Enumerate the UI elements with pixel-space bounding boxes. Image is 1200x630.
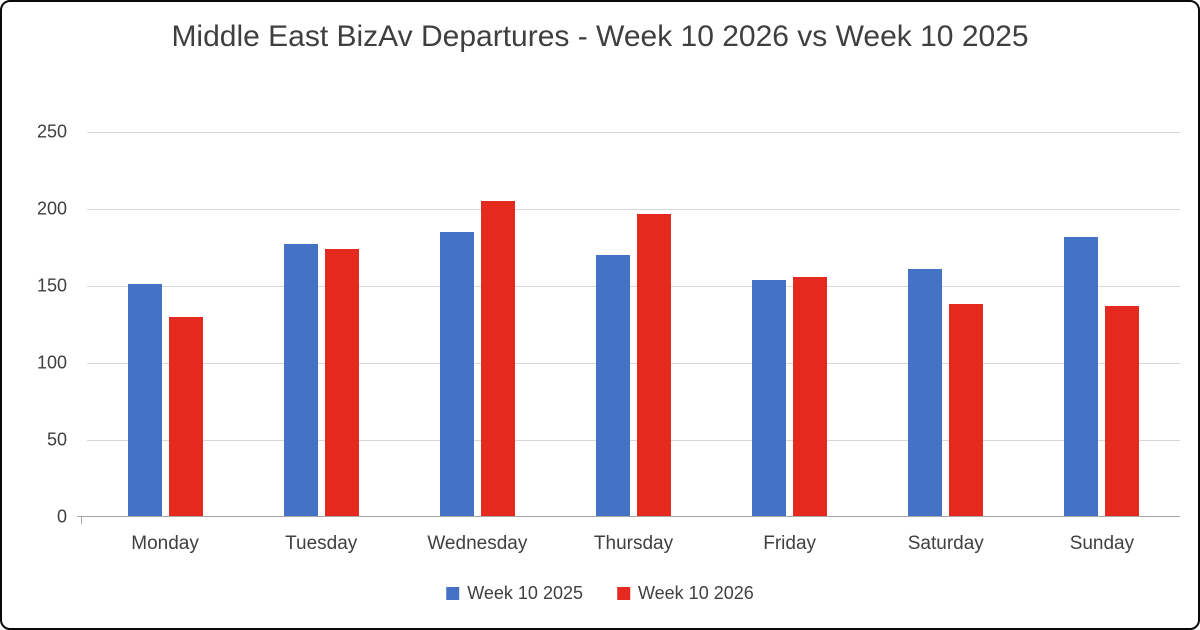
bar-week-10-2025-monday [127, 284, 162, 517]
y-axis-tick-label-200: 200 [36, 198, 67, 219]
bar-group-friday [712, 132, 868, 517]
x-axis-label-monday: Monday [131, 533, 199, 554]
y-axis-tick-label-250: 250 [36, 121, 67, 142]
legend-item-week-10-2026: Week 10 2026 [617, 583, 754, 604]
legend: Week 10 2025 Week 10 2026 [446, 583, 754, 604]
bar-group-saturday [868, 132, 1024, 517]
bars-layer [87, 132, 1180, 517]
x-axis-label-friday: Friday [763, 533, 817, 554]
gridline-250 [87, 132, 1180, 133]
bar-week-10-2025-thursday [595, 255, 630, 517]
bar-week-10-2025-friday [752, 279, 787, 517]
bar-group-tuesday [243, 132, 399, 517]
bar-week-10-2026-saturday [949, 304, 984, 517]
bar-week-10-2025-saturday [908, 269, 943, 517]
bar-week-10-2025-wednesday [439, 232, 474, 517]
gridline-150 [87, 286, 1180, 287]
bar-week-10-2026-wednesday [480, 201, 515, 517]
bar-week-10-2025-tuesday [283, 244, 318, 517]
bar-week-10-2026-sunday [1105, 306, 1140, 517]
y-axis: 0 50 100 150 200 250 [9, 122, 67, 527]
y-axis-tick-label-50: 50 [46, 429, 67, 450]
x-axis-label-saturday: Saturday [907, 533, 984, 554]
bar-week-10-2026-tuesday [324, 249, 359, 517]
bar-group-thursday [555, 132, 711, 517]
bar-group-monday [87, 132, 243, 517]
chart-title: Middle East BizAv Departures - Week 10 2… [171, 20, 1029, 53]
y-axis-tick-label-100: 100 [36, 352, 67, 373]
bar-week-10-2026-friday [793, 276, 828, 517]
x-axis-line [77, 516, 1180, 517]
x-axis-label-thursday: Thursday [593, 533, 674, 554]
bar-week-10-2026-monday [168, 316, 203, 517]
x-axis-label-sunday: Sunday [1069, 533, 1135, 554]
y-axis-tick-label-150: 150 [36, 275, 67, 296]
legend-swatch-week-10-2025 [446, 587, 460, 600]
legend-swatch-week-10-2026 [617, 587, 630, 600]
plot-area: 0 50 100 150 200 250 Monday Tuesday Wednesday Th… [37, 122, 1180, 554]
legend-label-week-10-2025: Week 10 2025 [467, 583, 583, 603]
gridline-50 [87, 440, 1180, 441]
x-axis-label-tuesday: Tuesday [285, 533, 358, 554]
x-axis: Monday Tuesday Wednesday Thursday Friday Satu… [87, 517, 1180, 555]
bar-group-wednesday [399, 132, 555, 517]
y-axis-tick-label-0: 0 [56, 506, 67, 527]
gridline-100 [87, 363, 1180, 364]
legend-label-week-10-2026: Week 10 2026 [638, 583, 754, 603]
gridline-200 [87, 209, 1180, 210]
bar-group-sunday [1024, 132, 1180, 517]
bar-week-10-2026-thursday [636, 213, 671, 517]
x-axis-label-wednesday: Wednesday [427, 533, 528, 554]
x-axis-tick [81, 517, 82, 524]
bar-week-10-2025-sunday [1064, 236, 1099, 517]
legend-item-week-10-2025: Week 10 2025 [446, 583, 583, 604]
